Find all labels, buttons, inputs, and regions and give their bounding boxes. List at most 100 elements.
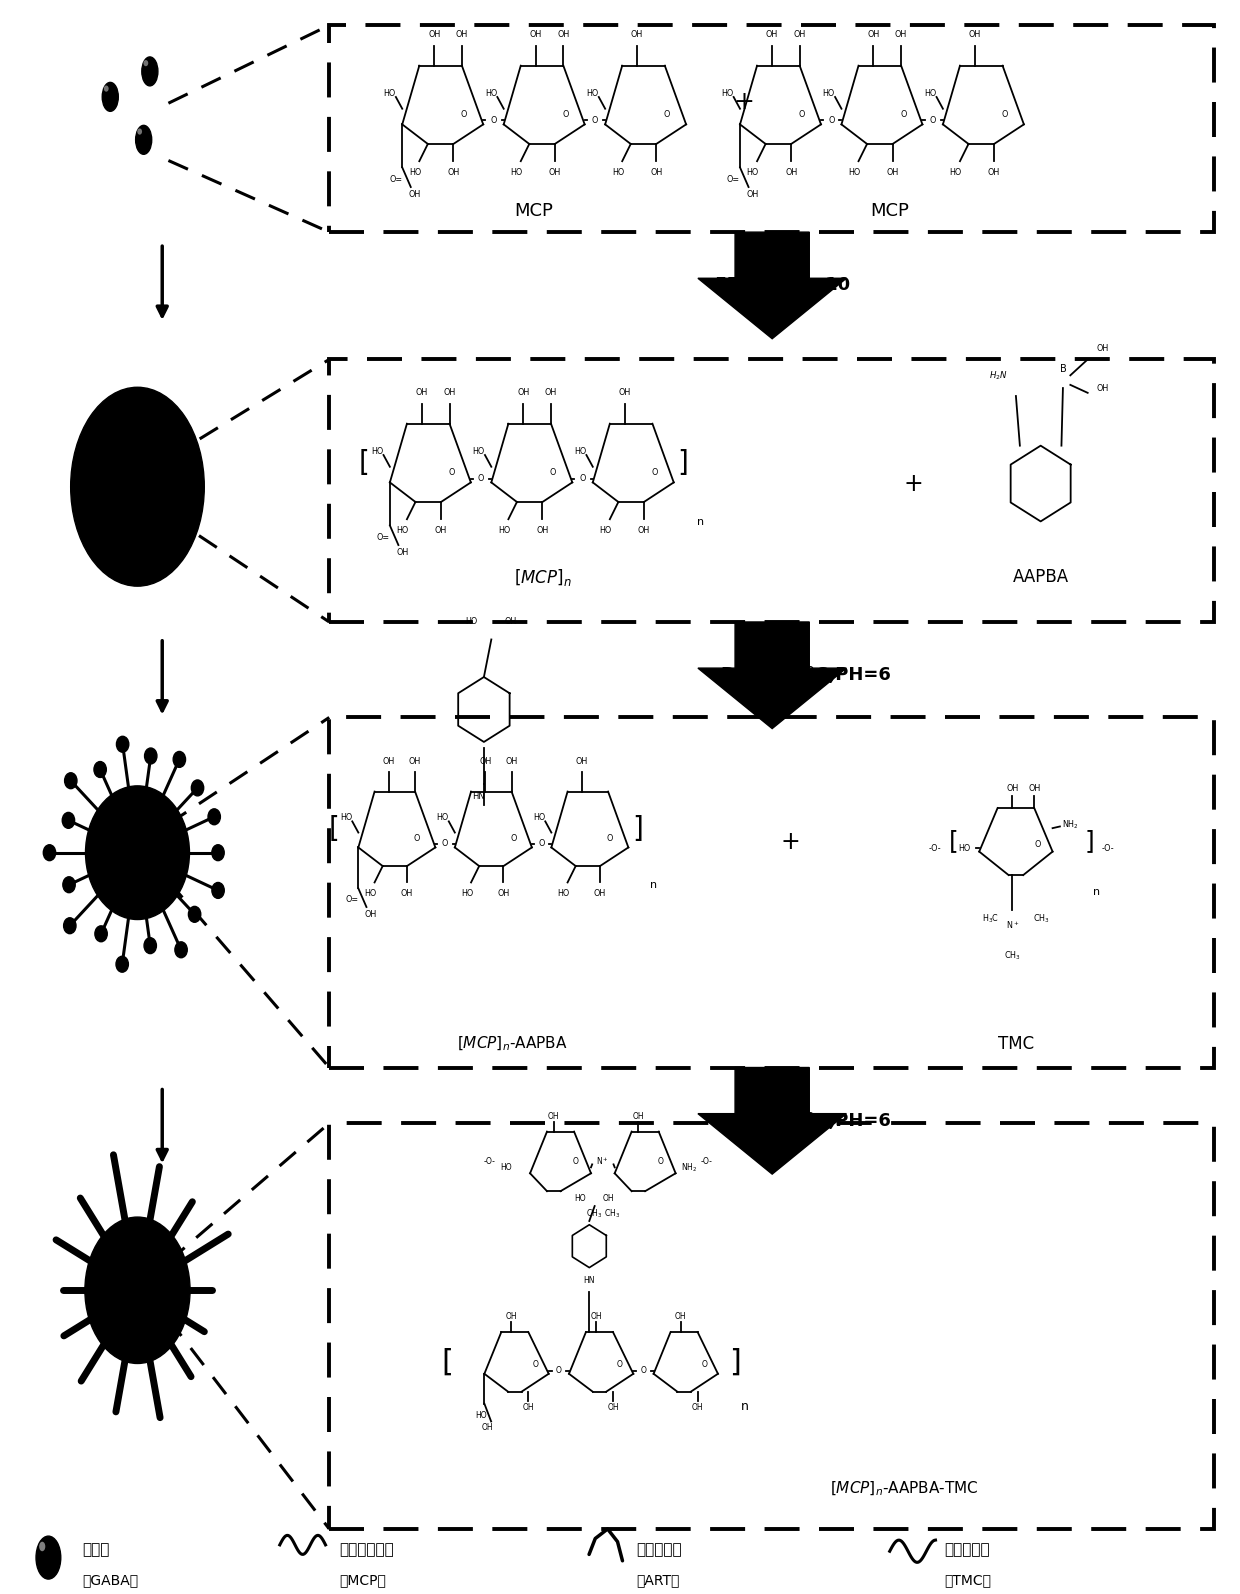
- Text: HO: HO: [587, 89, 599, 97]
- Text: O: O: [651, 469, 657, 477]
- Circle shape: [62, 813, 74, 829]
- Text: n: n: [697, 516, 704, 526]
- Text: OH: OH: [650, 169, 662, 177]
- Text: OH: OH: [968, 30, 981, 38]
- Text: HO: HO: [498, 526, 510, 536]
- Text: HN: HN: [472, 792, 485, 802]
- Text: HO: HO: [599, 526, 611, 536]
- Text: OH: OH: [506, 1312, 517, 1320]
- Text: 青蒿素: 青蒿素: [82, 1541, 109, 1557]
- Text: O=: O=: [727, 175, 740, 183]
- Text: O: O: [1002, 110, 1008, 120]
- Text: HO: HO: [533, 813, 546, 823]
- Text: OH: OH: [529, 30, 542, 38]
- Text: ]: ]: [677, 450, 688, 477]
- Circle shape: [145, 748, 157, 764]
- Ellipse shape: [84, 1218, 190, 1363]
- Text: HO: HO: [461, 889, 474, 897]
- Text: HO: HO: [822, 89, 835, 97]
- Text: HO: HO: [950, 169, 962, 177]
- Text: O: O: [657, 1157, 663, 1165]
- Text: CH$_3$: CH$_3$: [604, 1208, 620, 1221]
- Text: O: O: [562, 110, 569, 120]
- Text: +: +: [904, 472, 923, 496]
- Text: OH: OH: [428, 30, 440, 38]
- Circle shape: [191, 779, 203, 795]
- Text: TMC: TMC: [998, 1035, 1034, 1052]
- Text: OH: OH: [1006, 784, 1018, 792]
- Text: HO: HO: [465, 617, 477, 626]
- Text: OH: OH: [675, 1312, 687, 1320]
- Text: HO: HO: [383, 89, 396, 97]
- Text: OH: OH: [590, 1312, 601, 1320]
- Text: OH: OH: [448, 169, 460, 177]
- Text: O: O: [511, 834, 517, 843]
- Text: HO: HO: [558, 889, 569, 897]
- Text: HO: HO: [722, 89, 733, 97]
- Text: -O-: -O-: [484, 1157, 496, 1165]
- Text: HO: HO: [574, 1194, 587, 1202]
- Text: HO: HO: [501, 1164, 512, 1172]
- Circle shape: [43, 845, 56, 861]
- Text: OH: OH: [401, 889, 413, 897]
- Text: O: O: [828, 116, 835, 124]
- Text: O: O: [900, 110, 906, 120]
- FancyArrow shape: [698, 1068, 847, 1175]
- Text: OH: OH: [383, 757, 394, 767]
- Text: OH: OH: [794, 30, 806, 38]
- Text: OH: OH: [557, 30, 569, 38]
- Text: O: O: [549, 469, 557, 477]
- Text: 25°C,PH=6: 25°C,PH=6: [782, 666, 892, 684]
- Text: 25°C,PH=6: 25°C,PH=6: [782, 1111, 892, 1130]
- Text: HO: HO: [511, 169, 522, 177]
- Text: n: n: [1092, 886, 1100, 897]
- Text: HO: HO: [436, 813, 449, 823]
- Text: HO: HO: [924, 89, 936, 97]
- Text: O: O: [538, 838, 544, 848]
- Text: OH: OH: [548, 1113, 559, 1121]
- Text: OH: OH: [497, 889, 510, 897]
- Text: O: O: [556, 1366, 562, 1376]
- Text: N$^+$: N$^+$: [1006, 918, 1019, 931]
- Text: DCC: DCC: [720, 1111, 763, 1130]
- Text: O: O: [477, 473, 485, 483]
- Text: B: B: [1059, 363, 1066, 375]
- Text: H$_3$C: H$_3$C: [982, 912, 998, 925]
- Ellipse shape: [102, 83, 118, 112]
- Text: OH: OH: [746, 190, 759, 199]
- Text: 变性壳聚糖: 变性壳聚糖: [944, 1541, 990, 1557]
- Text: HO: HO: [746, 169, 759, 177]
- Text: ]: ]: [632, 815, 642, 843]
- Text: O: O: [799, 110, 805, 120]
- Text: OH: OH: [867, 30, 879, 38]
- Text: （ART）: （ART）: [636, 1573, 680, 1588]
- Text: O: O: [461, 110, 467, 120]
- FancyArrow shape: [698, 233, 847, 340]
- Text: ]: ]: [729, 1347, 740, 1376]
- Text: CH$_3$: CH$_3$: [585, 1208, 601, 1221]
- Text: OH: OH: [365, 910, 377, 920]
- Text: O: O: [414, 834, 420, 843]
- Text: OH: OH: [456, 30, 467, 38]
- Text: MCP: MCP: [870, 202, 909, 220]
- Text: OH: OH: [397, 548, 409, 558]
- Text: OH: OH: [619, 387, 631, 397]
- Circle shape: [86, 786, 190, 920]
- Circle shape: [212, 845, 224, 861]
- Text: 55°C: 55°C: [715, 276, 763, 295]
- Text: OH: OH: [415, 387, 428, 397]
- Text: AAPBA: AAPBA: [1013, 569, 1069, 587]
- Text: HO: HO: [409, 169, 422, 177]
- Text: [: [: [358, 450, 370, 477]
- Text: OH: OH: [575, 757, 588, 767]
- Circle shape: [117, 736, 129, 752]
- Text: OH: OH: [479, 757, 491, 767]
- Text: OH: OH: [549, 169, 560, 177]
- Text: OH: OH: [594, 889, 606, 897]
- Text: OH: OH: [887, 169, 899, 177]
- Text: O=: O=: [345, 896, 358, 904]
- Text: O: O: [930, 116, 936, 124]
- Text: O: O: [591, 116, 598, 124]
- Text: $[MCP]_n$: $[MCP]_n$: [515, 567, 572, 588]
- Text: OH: OH: [1028, 784, 1040, 792]
